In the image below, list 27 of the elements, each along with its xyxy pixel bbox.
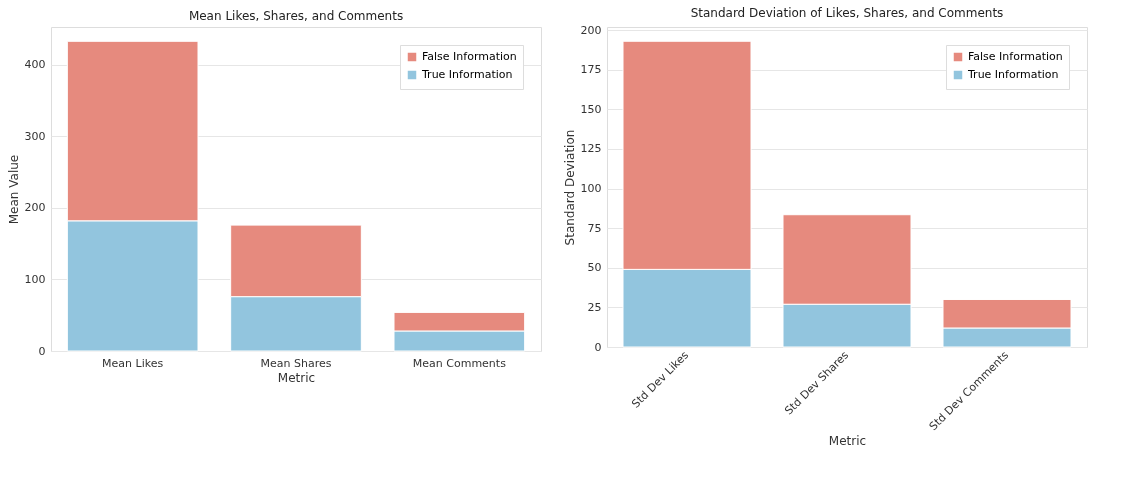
y-tick-label: 200 (24, 201, 46, 215)
chart-title: Standard Deviation of Likes, Shares, and Comments (690, 6, 1004, 21)
legend-label: False Information (422, 50, 517, 63)
x-axis-title: Metric (828, 434, 867, 449)
y-tick-label: 100 (24, 272, 46, 286)
y-tick-label: 75 (587, 221, 602, 235)
x-tick-label: Mean Shares (260, 356, 332, 370)
y-tick-label: 175 (580, 63, 602, 77)
x-tick-label: Mean Likes (102, 356, 164, 370)
x-tick-label: Mean Comments (412, 356, 507, 370)
y-axis-title: Standard Deviation (562, 129, 577, 246)
y-tick-label: 0 (594, 340, 602, 354)
y-tick-label: 25 (587, 300, 602, 314)
y-tick-label: 0 (38, 344, 46, 358)
y-tick-label: 125 (580, 142, 602, 156)
y-tick-label: 400 (24, 58, 46, 72)
y-tick-label: 50 (587, 261, 602, 275)
legend-label: False Information (968, 50, 1063, 63)
y-tick-label: 150 (580, 102, 602, 116)
legend-label: True Information (967, 68, 1059, 81)
chart-title: Mean Likes, Shares, and Comments (188, 9, 404, 23)
x-axis-title: Metric (277, 370, 316, 385)
y-axis-title: Mean Value (6, 154, 21, 225)
legend-label: True Information (421, 68, 513, 81)
y-tick-label: 100 (580, 182, 602, 196)
y-tick-label: 300 (24, 129, 46, 143)
y-tick-label: 200 (580, 23, 602, 37)
